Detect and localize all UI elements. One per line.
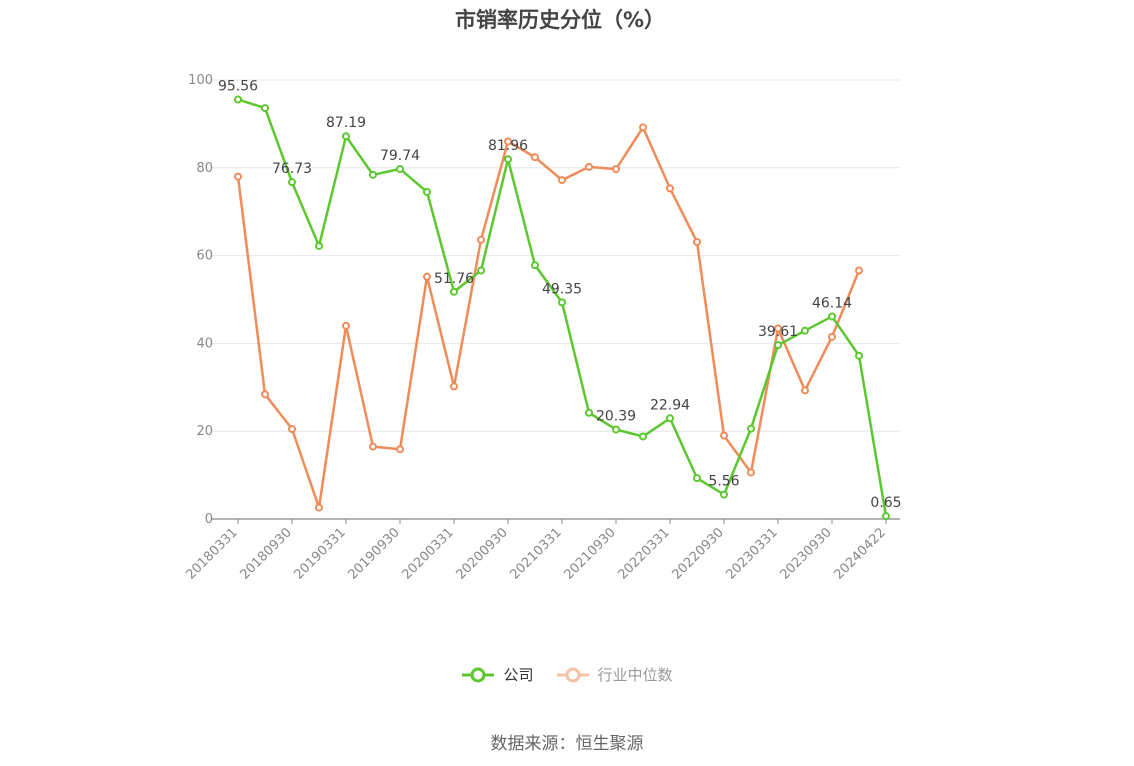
point-company (396, 164, 404, 173)
legend-industry-marker (556, 667, 589, 682)
point-industry (747, 468, 755, 477)
series-line-company (237, 98, 888, 517)
point-company (801, 326, 809, 335)
legend-item-company[interactable]: 公司 (461, 664, 534, 685)
legend: 公司 行业中位数 (0, 664, 1134, 685)
point-industry (720, 431, 728, 440)
x-tick-label: 20210930 (561, 525, 618, 582)
point-industry (666, 184, 674, 193)
data-label-company: 22.94 (650, 397, 690, 413)
point-company (558, 298, 566, 307)
data-label-company: 76.73 (272, 161, 312, 177)
data-label-company: 20.39 (596, 408, 636, 424)
point-company (423, 187, 431, 196)
point-industry (288, 425, 296, 434)
point-industry (531, 153, 539, 162)
point-company (693, 474, 701, 483)
point-industry (261, 390, 269, 399)
point-company (882, 512, 890, 521)
point-industry (342, 321, 350, 330)
point-company (828, 312, 836, 321)
data-label-company: 46.14 (812, 295, 852, 311)
point-industry (504, 137, 512, 146)
point-company (585, 408, 593, 417)
y-tick-label: 80 (196, 161, 213, 176)
point-company (342, 132, 350, 141)
point-company (855, 351, 863, 360)
data-label-company: 49.35 (542, 281, 582, 297)
legend-label-company: 公司 (503, 666, 534, 684)
point-company (288, 178, 296, 187)
series (234, 95, 890, 521)
y-tick-label: 40 (196, 336, 213, 351)
y-tick-label: 20 (196, 424, 213, 439)
legend-item-industry[interactable]: 行业中位数 (556, 664, 673, 685)
series-line-industry (236, 126, 861, 509)
x-tick-label: 20200331 (399, 525, 456, 582)
point-industry (612, 165, 620, 174)
point-company (639, 432, 647, 441)
point-company (747, 424, 755, 433)
point-industry (450, 382, 458, 391)
point-company (612, 425, 620, 434)
point-company (477, 266, 485, 275)
data-source-note: 数据来源：恒生聚源 (490, 734, 644, 754)
data-label-company: 5.56 (708, 474, 739, 490)
data-label-company: 51.76 (434, 271, 474, 287)
point-company (234, 95, 242, 104)
y-tick-label: 60 (196, 249, 213, 264)
point-industry (693, 237, 701, 246)
point-industry (585, 162, 593, 171)
point-industry (558, 176, 566, 185)
point-company (369, 170, 377, 179)
x-tick-label: 20190331 (291, 525, 348, 582)
point-industry (369, 442, 377, 451)
point-industry (315, 503, 323, 512)
legend-label-industry: 行业中位数 (597, 666, 673, 684)
point-company (720, 490, 728, 499)
point-company (261, 104, 269, 113)
chart-title: 市销率历史分位（%） (454, 8, 666, 32)
point-company (774, 341, 782, 350)
point-industry (801, 386, 809, 395)
point-company (531, 261, 539, 270)
data-label-company: 81.96 (488, 138, 528, 154)
x-tick-label: 20220930 (669, 525, 726, 582)
x-tick-label: 20240422 (831, 525, 888, 582)
x-tick-label: 20200930 (453, 525, 510, 582)
point-industry (234, 172, 242, 181)
x-tick-label: 20190930 (345, 525, 402, 582)
data-labels: 95.56 76.73 87.19 79.74 51.76 81.96 49.35 20.39… (218, 78, 902, 511)
point-company (504, 155, 512, 164)
y-tick-label: 0 (205, 512, 213, 527)
x-tick-label: 20180930 (237, 525, 294, 582)
point-industry (639, 123, 647, 132)
legend-company-marker (462, 667, 495, 682)
x-tick-label: 20210331 (507, 525, 564, 582)
data-label-company: 79.74 (380, 148, 420, 164)
x-tick-label: 20230930 (777, 525, 834, 582)
data-label-company: 87.19 (326, 115, 366, 131)
data-label-company: 0.65 (870, 495, 901, 511)
y-tick-label: 100 (188, 73, 213, 88)
grid-lines (212, 79, 900, 432)
x-tick-label: 20230331 (723, 525, 780, 582)
x-tick-label: 20180331 (183, 525, 240, 582)
x-tick-label: 20220331 (615, 525, 672, 582)
data-label-company: 39.61 (758, 324, 798, 340)
point-industry (774, 324, 782, 333)
point-industry (855, 266, 863, 275)
point-industry (477, 235, 485, 244)
data-label-company: 95.56 (218, 78, 258, 94)
point-company (450, 287, 458, 296)
point-industry (828, 332, 836, 341)
point-company (315, 241, 323, 250)
point-industry (423, 272, 431, 281)
point-company (666, 414, 674, 423)
point-industry (396, 445, 404, 454)
